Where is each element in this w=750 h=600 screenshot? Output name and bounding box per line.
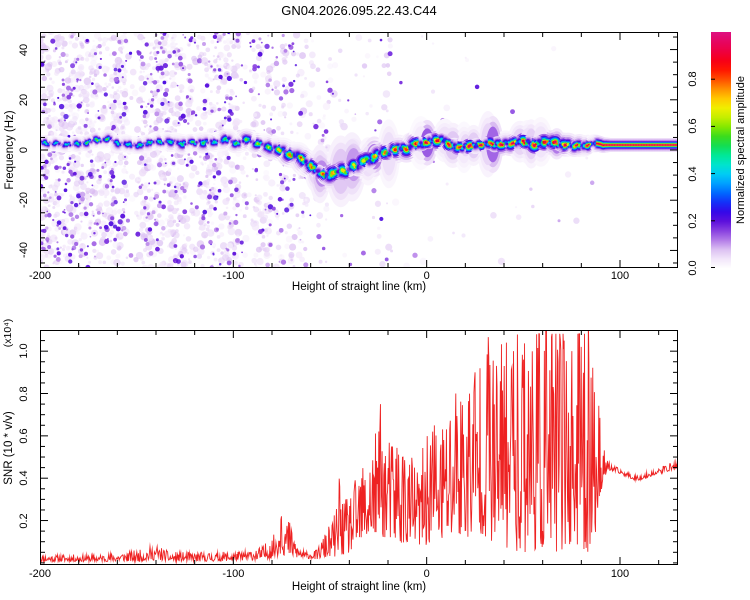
spectrogram-y-tick-label: 0 <box>18 146 30 154</box>
snr-plot-canvas <box>40 330 678 565</box>
snr-x-tick-label: -100 <box>222 568 245 580</box>
snr-y-tick-label: 0.4 <box>18 470 30 486</box>
snr-y-tick-label: 0.6 <box>18 428 30 444</box>
spectrogram-x-tick-label: -200 <box>28 270 52 282</box>
colorbar-tick-label: 0.4 <box>687 165 699 182</box>
figure-title: GN04.2026.095.22.43.C44 <box>281 3 437 18</box>
spectrogram-y-axis-label: Frequency (Hz) <box>4 110 16 190</box>
spectrogram-canvas <box>40 32 678 268</box>
spectrogram-x-axis-label: Height of straight line (km) <box>291 281 427 293</box>
snr-y-axis-label: SNR (10 * v/v) <box>3 411 15 485</box>
snr-y-scale-label: (x10⁴) <box>2 318 14 348</box>
snr-x-tick-label: -200 <box>28 568 52 580</box>
snr-x-tick-label: 100 <box>610 568 630 580</box>
spectrogram-x-tick-label: 100 <box>610 270 630 282</box>
colorbar-tick-label: 0.6 <box>687 118 699 135</box>
colorbar-tick-label: 0.0 <box>687 260 699 276</box>
colorbar <box>711 32 731 268</box>
spectrogram-y-tick-label: 20 <box>18 93 30 106</box>
colorbar-label: Normalized spectral amplitude <box>735 76 747 224</box>
spectrogram-y-tick-label: -20 <box>18 192 30 209</box>
snr-x-tick-label: 0 <box>423 568 430 580</box>
spectrogram-x-tick-label: -100 <box>222 270 245 282</box>
spectrogram-y-tick-label: -40 <box>18 242 30 259</box>
colorbar-tick-label: 0.2 <box>687 213 699 229</box>
colorbar-tick-label: 0.8 <box>687 71 699 87</box>
snr-y-tick-label: 0.8 <box>18 385 30 402</box>
snr-y-tick-label: 1.0 <box>18 343 30 359</box>
snr-y-tick-label: 0.2 <box>18 512 30 529</box>
spectrogram-x-tick-label: 0 <box>423 270 430 282</box>
spectrogram-y-tick-label: 40 <box>18 43 30 56</box>
snr-x-axis-label: Height of straight line (km) <box>291 581 427 593</box>
